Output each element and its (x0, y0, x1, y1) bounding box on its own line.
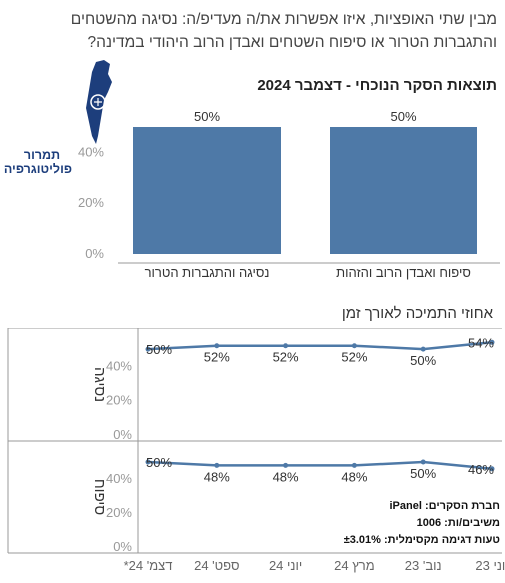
logo: תמרור פוליטוגרפיה (4, 58, 124, 176)
series-line (147, 341, 493, 351)
data-point (283, 343, 289, 349)
line-y-tick-label: 20% (106, 505, 132, 520)
logo-text: תמרור פוליטוגרפיה (3, 148, 72, 176)
data-point (283, 462, 289, 468)
logo-line-2: פוליטוגרפיה (3, 162, 72, 176)
bar-value-label: 50% (390, 109, 416, 124)
survey-question: מבין שתי האופציות, איזו אפשרות את/ה מעדי… (70, 11, 497, 51)
series-line (147, 460, 493, 471)
bar-category-label: סיפוח ואבדן הרוב והזהות (336, 265, 471, 280)
data-label: 46% (468, 462, 494, 477)
data-label: 52% (341, 350, 367, 365)
x-tick-label: יוני 24 (269, 558, 302, 573)
line-y-tick-label: 40% (106, 358, 132, 373)
source-margin: טעות דגימה מקסימלית: ±3.01% (343, 534, 500, 546)
x-tick-label: נוב' 23 (405, 558, 442, 573)
bar-value-label: 50% (194, 109, 220, 124)
data-label: 48% (204, 469, 230, 484)
x-tick-label: דצמ' 24* (124, 558, 173, 573)
data-point (351, 343, 357, 349)
line-y-tick-label: 0% (113, 539, 132, 554)
series-row-header: סיפוח (91, 479, 108, 516)
israel-map-icon (86, 60, 112, 144)
bar-y-tick-label: 0% (85, 246, 104, 261)
data-point (420, 459, 426, 465)
data-point (489, 339, 495, 345)
data-point (351, 462, 357, 468)
line-chart: 0%20%40%נסיגה54%50%52%52%52%50%0%20%40%ס… (7, 328, 505, 573)
series-row-header: נסיגה (91, 367, 108, 402)
source-company: חברת הסקרים: iPanel (389, 500, 501, 512)
bar-category-label: נסיגה והתגברות הטרור (145, 265, 270, 280)
data-label: 50% (146, 342, 172, 357)
x-tick-label: ספט' 24 (194, 558, 239, 573)
data-point (214, 462, 220, 468)
logo-line-1: תמרור (23, 148, 61, 162)
data-label: 54% (468, 335, 494, 350)
data-label: 48% (273, 469, 299, 484)
results-title: תוצאות הסקר הנוכחי - דצמבר 2024 (257, 77, 497, 94)
bar-y-tick-label: 20% (78, 195, 104, 210)
bar (133, 127, 281, 254)
line-y-tick-label: 40% (106, 471, 132, 486)
bar-chart: 0% 20% 40% 50% סיפוח ואבדן הרוב והזהות 50% נסי… (78, 109, 500, 280)
bar (330, 127, 477, 254)
bar-y-tick-label: 40% (78, 144, 104, 159)
trend-title: אחוזי התמיכה לאורך זמן (341, 305, 493, 322)
data-point (145, 346, 151, 352)
source-respondents: משיבים/ות: 1006 (416, 517, 500, 529)
x-tick-label: יוני 23 (475, 558, 505, 573)
data-point (214, 343, 220, 349)
data-point (420, 346, 426, 352)
data-label: 52% (204, 350, 230, 365)
data-label: 50% (410, 353, 436, 368)
data-label: 50% (146, 455, 172, 470)
data-label: 52% (273, 350, 299, 365)
line-y-tick-label: 20% (106, 393, 132, 408)
data-label: 50% (410, 466, 436, 481)
data-label: 48% (341, 469, 367, 484)
data-point (145, 459, 151, 465)
line-y-tick-label: 0% (113, 427, 132, 442)
x-tick-label: מרץ 24 (334, 558, 375, 573)
data-point (489, 466, 495, 472)
survey-source: חברת הסקרים: iPanel משיבים/ות: 1006 טעות… (343, 498, 501, 549)
